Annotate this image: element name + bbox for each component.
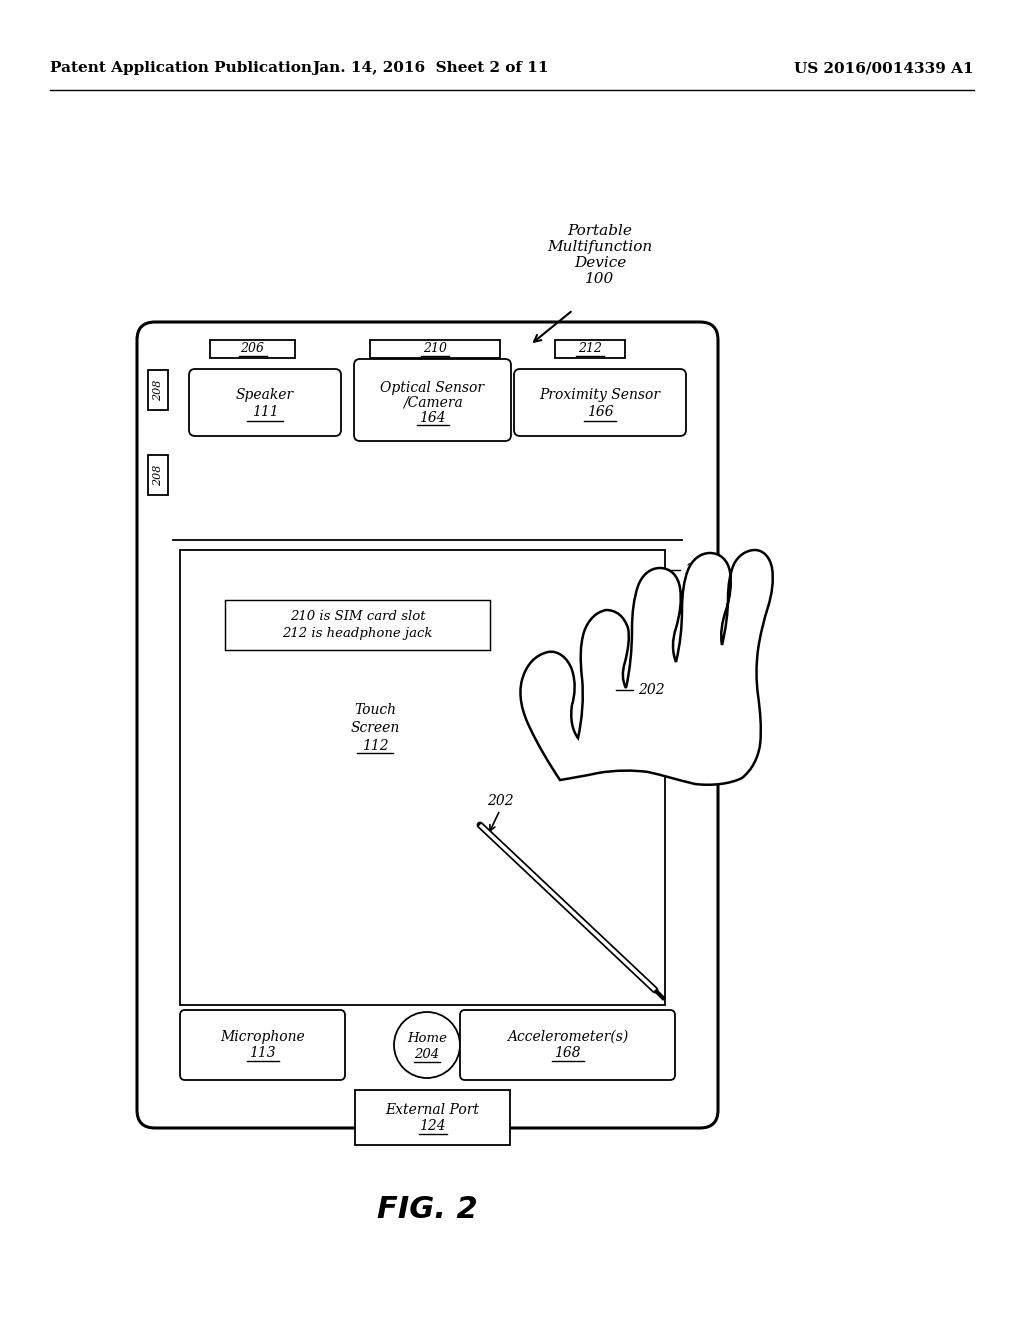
Text: 168: 168	[554, 1045, 581, 1060]
FancyBboxPatch shape	[354, 359, 511, 441]
Text: 204: 204	[415, 1048, 439, 1060]
Text: Microphone: Microphone	[220, 1030, 305, 1044]
FancyBboxPatch shape	[189, 370, 341, 436]
FancyBboxPatch shape	[514, 370, 686, 436]
Text: Proximity Sensor: Proximity Sensor	[540, 388, 660, 403]
Bar	[210, 341, 295, 358]
Text: Touch: Touch	[354, 704, 396, 717]
Text: 202: 202	[638, 682, 665, 697]
Text: 200: 200	[685, 564, 712, 577]
FancyBboxPatch shape	[137, 322, 718, 1129]
Text: 212: 212	[578, 342, 602, 355]
Text: 212 is headphone jack: 212 is headphone jack	[283, 627, 433, 640]
Text: 210 is SIM card slot: 210 is SIM card slot	[290, 610, 425, 623]
Bar	[148, 455, 168, 495]
Text: Jan. 14, 2016  Sheet 2 of 11: Jan. 14, 2016 Sheet 2 of 11	[311, 61, 548, 75]
Bar	[225, 601, 490, 649]
Text: Screen: Screen	[350, 721, 399, 735]
Bar	[355, 1090, 510, 1144]
Text: 112: 112	[361, 739, 388, 752]
Bar	[370, 341, 500, 358]
Bar	[555, 341, 625, 358]
Text: FIG. 2: FIG. 2	[377, 1196, 477, 1225]
Circle shape	[394, 1012, 460, 1078]
Text: Home: Home	[407, 1032, 447, 1045]
Text: 202: 202	[486, 795, 513, 808]
Text: 166: 166	[587, 405, 613, 420]
Text: Patent Application Publication: Patent Application Publication	[50, 61, 312, 75]
Text: 164: 164	[419, 411, 445, 425]
Bar	[148, 370, 168, 411]
FancyBboxPatch shape	[180, 1010, 345, 1080]
Text: 208: 208	[153, 379, 163, 401]
Text: 206: 206	[241, 342, 264, 355]
Text: 124: 124	[419, 1118, 445, 1133]
Text: Accelerometer(s): Accelerometer(s)	[507, 1030, 628, 1044]
Text: 208: 208	[153, 465, 163, 486]
Text: 113: 113	[249, 1045, 275, 1060]
Text: External Port: External Port	[385, 1102, 479, 1117]
Text: Speaker: Speaker	[236, 388, 294, 403]
Text: 210: 210	[423, 342, 447, 355]
Text: /Camera: /Camera	[402, 396, 463, 411]
FancyBboxPatch shape	[460, 1010, 675, 1080]
PathPatch shape	[520, 550, 773, 785]
Bar	[180, 550, 665, 1005]
Text: 111: 111	[252, 405, 279, 420]
Text: Optical Sensor: Optical Sensor	[381, 381, 484, 395]
Text: Portable
Multifunction
Device
100: Portable Multifunction Device 100	[548, 223, 652, 286]
Text: US 2016/0014339 A1: US 2016/0014339 A1	[795, 61, 974, 75]
